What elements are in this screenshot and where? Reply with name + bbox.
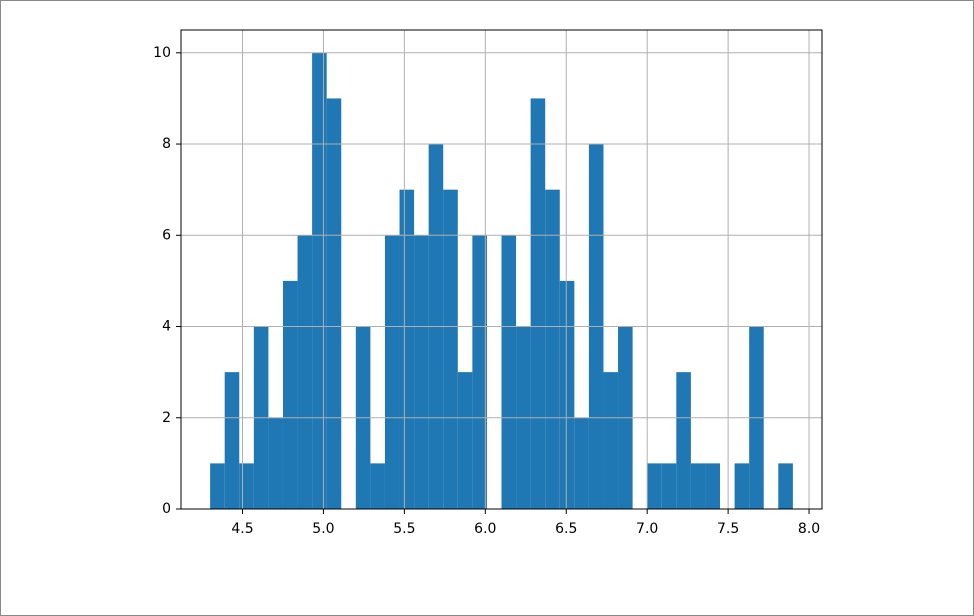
bar (370, 463, 385, 509)
bar (734, 463, 750, 509)
bar (705, 463, 721, 509)
bar (414, 235, 429, 510)
y-tick-label: 2 (162, 410, 171, 426)
bar (326, 98, 342, 509)
y-tick-label: 10 (153, 45, 171, 61)
bar (384, 235, 400, 510)
bar (603, 372, 619, 509)
axes-frame (180, 29, 823, 510)
bar (647, 463, 662, 509)
bar (443, 189, 458, 509)
bar (239, 463, 254, 509)
x-tick-label: 8.0 (798, 521, 820, 537)
bar (676, 372, 691, 509)
y-tick-label: 8 (162, 136, 171, 152)
y-tick-label: 0 (162, 501, 171, 517)
bar (661, 463, 677, 509)
bar (268, 417, 283, 509)
bar (210, 463, 225, 509)
bar (224, 372, 240, 509)
bar (530, 98, 546, 509)
bar (399, 189, 415, 509)
x-tick-label: 7.5 (717, 521, 739, 537)
bar (778, 463, 793, 509)
bar (574, 417, 589, 509)
bar (559, 280, 575, 509)
bar (501, 235, 517, 510)
x-tick-label: 4.5 (231, 521, 253, 537)
x-tick-label: 6.5 (555, 521, 577, 537)
x-tick-label: 7.0 (636, 521, 658, 537)
y-tick-label: 6 (162, 227, 171, 243)
bar (690, 463, 706, 509)
bar (545, 189, 560, 509)
y-tick-label: 4 (162, 319, 171, 335)
bar (457, 372, 473, 509)
bar (312, 52, 327, 510)
x-tick-label: 6.0 (474, 521, 496, 537)
bar (282, 280, 298, 509)
x-tick-label: 5.5 (393, 521, 415, 537)
x-tick-label: 5.0 (312, 521, 334, 537)
bar (297, 235, 313, 510)
bar (472, 235, 487, 510)
